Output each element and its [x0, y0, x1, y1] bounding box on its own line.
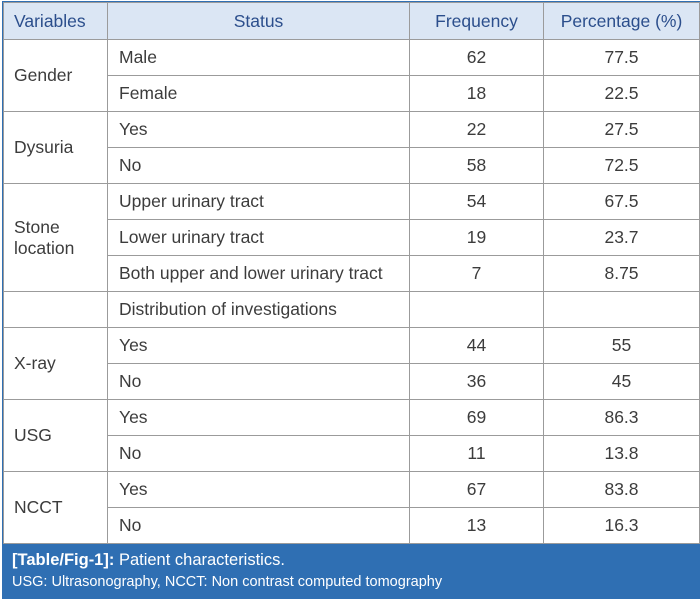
- variable-cell: Dysuria: [3, 111, 108, 184]
- frequency-cell: 44: [409, 327, 544, 364]
- percentage-cell: 83.8: [543, 471, 700, 508]
- frequency-cell: [409, 291, 544, 328]
- table-row: Female 18 22.5: [4, 75, 700, 112]
- status-cell: Both upper and lower urinary tract: [107, 255, 410, 292]
- variable-cell: Stone location: [3, 183, 108, 292]
- caption-label: [Table/Fig-1]:: [12, 551, 115, 569]
- percentage-cell: 72.5: [543, 147, 700, 184]
- frequency-cell: 62: [409, 39, 544, 76]
- frequency-cell: 19: [409, 219, 544, 256]
- percentage-cell: 16.3: [543, 507, 700, 544]
- frequency-cell: 22: [409, 111, 544, 148]
- percentage-cell: 13.8: [543, 435, 700, 472]
- status-cell: Yes: [107, 399, 410, 436]
- frequency-cell: 36: [409, 363, 544, 400]
- status-cell: Yes: [107, 111, 410, 148]
- status-cell: No: [107, 507, 410, 544]
- table-row: No 11 13.8: [4, 435, 700, 472]
- variable-cell: NCCT: [3, 471, 108, 544]
- section-label: Distribution of investigations: [107, 291, 410, 328]
- frequency-cell: 67: [409, 471, 544, 508]
- percentage-cell: [543, 291, 700, 328]
- header-row: Variables Status Frequency Percentage (%…: [3, 2, 700, 40]
- variable-cell: [3, 291, 108, 328]
- header-variables: Variables: [3, 2, 108, 40]
- table-row: USG Yes 69 86.3: [3, 399, 700, 472]
- header-percentage: Percentage (%): [543, 2, 700, 40]
- frequency-cell: 13: [409, 507, 544, 544]
- table-row: Lower urinary tract 19 23.7: [4, 219, 700, 256]
- frequency-cell: 7: [409, 255, 544, 292]
- frequency-cell: 11: [409, 435, 544, 472]
- status-cell: Yes: [107, 471, 410, 508]
- status-cell: Yes: [107, 327, 410, 364]
- status-cell: Lower urinary tract: [107, 219, 410, 256]
- variable-cell: Gender: [3, 39, 108, 112]
- section-row: Distribution of investigations: [3, 291, 700, 328]
- frequency-cell: 58: [409, 147, 544, 184]
- table-row: NCCT Yes 67 83.8: [3, 471, 700, 544]
- table-row: Both upper and lower urinary tract 7 8.7…: [4, 255, 700, 292]
- percentage-cell: 77.5: [543, 39, 700, 76]
- status-cell: Female: [107, 75, 410, 112]
- variable-cell: USG: [3, 399, 108, 472]
- variable-cell: X-ray: [3, 327, 108, 400]
- percentage-cell: 67.5: [543, 183, 700, 220]
- table-row: X-ray Yes 44 55: [3, 327, 700, 400]
- frequency-cell: 69: [409, 399, 544, 436]
- table-row: Stone location Upper urinary tract 54 67…: [3, 183, 700, 292]
- caption-note: USG: Ultrasonography, NCCT: Non contrast…: [12, 574, 443, 590]
- percentage-cell: 22.5: [543, 75, 700, 112]
- percentage-cell: 8.75: [543, 255, 700, 292]
- frequency-cell: 54: [409, 183, 544, 220]
- table-caption: [Table/Fig-1]: Patient characteristics. …: [3, 544, 699, 598]
- percentage-cell: 45: [543, 363, 700, 400]
- header-frequency: Frequency: [409, 2, 544, 40]
- table-row: No 13 16.3: [4, 507, 700, 544]
- caption-title-line: [Table/Fig-1]: Patient characteristics.: [12, 548, 690, 572]
- status-cell: Upper urinary tract: [107, 183, 410, 220]
- status-cell: Male: [107, 39, 410, 76]
- table-row: No 36 45: [4, 363, 700, 400]
- status-cell: No: [107, 435, 410, 472]
- percentage-cell: 55: [543, 327, 700, 364]
- caption-title: Patient characteristics.: [118, 551, 285, 569]
- table-row: Gender Male 62 77.5: [3, 39, 700, 112]
- status-cell: No: [107, 147, 410, 184]
- table-row: Dysuria Yes 22 27.5: [3, 111, 700, 184]
- header-status: Status: [107, 2, 410, 40]
- percentage-cell: 23.7: [543, 219, 700, 256]
- frequency-cell: 18: [409, 75, 544, 112]
- table-row: No 58 72.5: [4, 147, 700, 184]
- percentage-cell: 86.3: [543, 399, 700, 436]
- percentage-cell: 27.5: [543, 111, 700, 148]
- status-cell: No: [107, 363, 410, 400]
- patient-characteristics-table: Variables Status Frequency Percentage (%…: [3, 2, 700, 544]
